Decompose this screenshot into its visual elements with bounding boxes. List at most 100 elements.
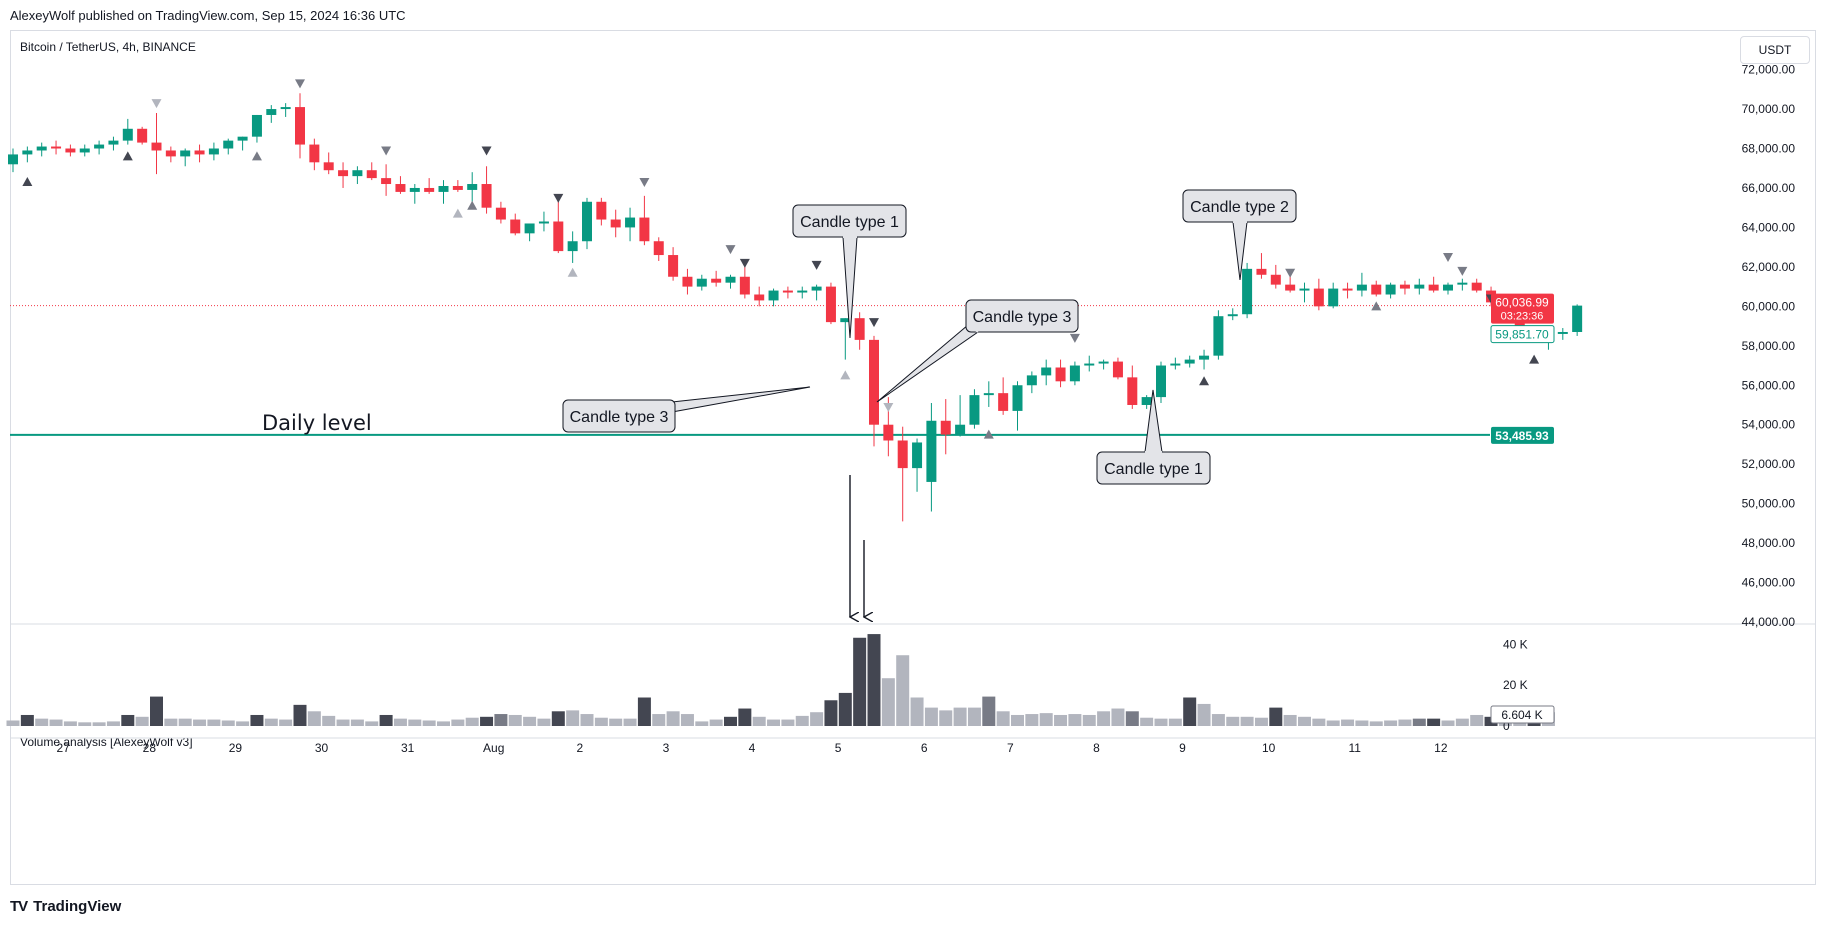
callout-undefined: Candle type 3 <box>876 299 1079 403</box>
volume-bar <box>666 711 680 726</box>
candle-body <box>122 128 133 141</box>
volume-bar <box>1341 719 1355 726</box>
volume-bar <box>680 714 694 726</box>
candle-body <box>1112 361 1123 378</box>
candle-body <box>1242 268 1253 315</box>
volume-bar <box>838 692 852 726</box>
volume-bar <box>480 716 494 726</box>
candle-body <box>610 219 621 228</box>
volume-bar <box>1355 720 1369 726</box>
volume-bar <box>896 655 910 726</box>
signal-down-triangle <box>151 99 162 109</box>
candle-body <box>538 221 549 224</box>
candle-body <box>1055 367 1066 382</box>
time-tick-label: 3 <box>663 741 670 755</box>
candle-body <box>65 148 76 153</box>
volume-bar <box>437 721 450 726</box>
time-tick-label: 4 <box>749 741 756 755</box>
volume-bar <box>1427 718 1441 726</box>
price-tick-label: 72,000.00 <box>1742 63 1796 77</box>
volume-bar <box>1140 717 1154 726</box>
volume-bar <box>1312 718 1326 726</box>
candle-body <box>409 187 420 192</box>
candle-body <box>137 128 148 143</box>
volume-bar <box>6 720 20 726</box>
signal-down-triangle <box>1285 268 1296 278</box>
volume-bar <box>336 719 350 726</box>
candle-body <box>653 241 664 256</box>
volume-bar <box>910 697 924 726</box>
candle-body <box>36 146 47 151</box>
volume-bar <box>322 715 336 726</box>
currency-button[interactable]: USDT <box>1740 36 1810 64</box>
candle-body <box>1371 284 1382 295</box>
candle-body <box>323 162 334 171</box>
volume-bar <box>150 696 163 726</box>
volume-bar <box>1039 713 1053 726</box>
volume-bar <box>178 718 192 726</box>
volume-bar <box>580 714 594 726</box>
volume-bar <box>1082 714 1096 726</box>
candle-body <box>782 290 793 293</box>
volume-bar <box>307 711 321 726</box>
volume-axis[interactable]: 0 20 K 40 K <box>1503 637 1528 733</box>
candle-body <box>22 150 33 155</box>
price-axis[interactable]: 44,000.00 46,000.00 48,000.00 50,000.00 52,0… <box>1742 63 1796 629</box>
price-tick-label: 52,000.00 <box>1742 457 1796 471</box>
annotations: Daily level Candle type 1 Candle type 3 Can… <box>262 189 1297 617</box>
candle-body <box>424 187 435 192</box>
candle-body <box>1213 316 1224 356</box>
candle-body <box>1414 284 1425 289</box>
candle-body <box>338 170 349 177</box>
volume-bar <box>63 721 77 726</box>
callout-text: Candle type 1 <box>800 214 899 231</box>
candle-body <box>467 184 478 190</box>
symbol-title[interactable]: Bitcoin / TetherUS, 4h, BINANCE <box>20 40 196 54</box>
candle-body <box>295 107 305 145</box>
volume-bar <box>996 711 1010 726</box>
candle-body <box>1184 359 1195 364</box>
second-price-label: 59,851.70 <box>1495 328 1549 342</box>
price-tick-label: 68,000.00 <box>1742 142 1796 156</box>
candle-body <box>1428 284 1439 291</box>
time-tick-label: 2 <box>576 741 583 755</box>
signal-up-triangle <box>122 151 133 161</box>
volume-bar <box>652 714 666 726</box>
time-axis[interactable]: 27 28 29 30 31 Aug 2 3 4 5 6 7 8 9 10 11 12 <box>57 741 1448 755</box>
time-tick-label: 28 <box>143 741 157 755</box>
signal-up-triangle <box>567 267 578 277</box>
candle-body <box>1356 284 1367 291</box>
candle-body <box>495 207 506 220</box>
volume-bar <box>551 711 565 726</box>
tradingview-logo-icon: TV <box>10 898 28 915</box>
time-tick-label: 12 <box>1434 741 1448 755</box>
volume-bar <box>1240 716 1254 726</box>
candle-body <box>696 278 707 287</box>
signal-up-triangle <box>840 370 851 380</box>
candle-body <box>553 221 564 252</box>
footer-brand[interactable]: TV TradingView <box>10 898 121 915</box>
signal-up-triangle <box>467 200 478 210</box>
signal-up-triangle <box>1371 301 1382 311</box>
candle-body <box>208 148 219 155</box>
volume-bar <box>350 719 364 726</box>
candle-body <box>639 217 650 242</box>
volume-bar <box>1054 714 1068 726</box>
candle-body <box>1328 288 1339 307</box>
signal-down-triangle <box>883 402 894 412</box>
candle-body <box>51 146 62 149</box>
grid <box>10 623 1816 739</box>
volume-bar <box>92 722 106 726</box>
volume-tick-label: 20 K <box>1503 678 1528 692</box>
volume-bar <box>1226 716 1240 726</box>
callout-undefined: Candle type 1 <box>1096 389 1211 485</box>
candle-body <box>108 140 119 145</box>
volume-bar <box>1197 703 1211 726</box>
candle-body <box>280 107 291 110</box>
candle-body <box>596 201 607 220</box>
chart-frame <box>10 30 1816 885</box>
candle-body <box>940 420 951 435</box>
candle-body <box>682 276 693 287</box>
candle-body <box>223 140 234 149</box>
